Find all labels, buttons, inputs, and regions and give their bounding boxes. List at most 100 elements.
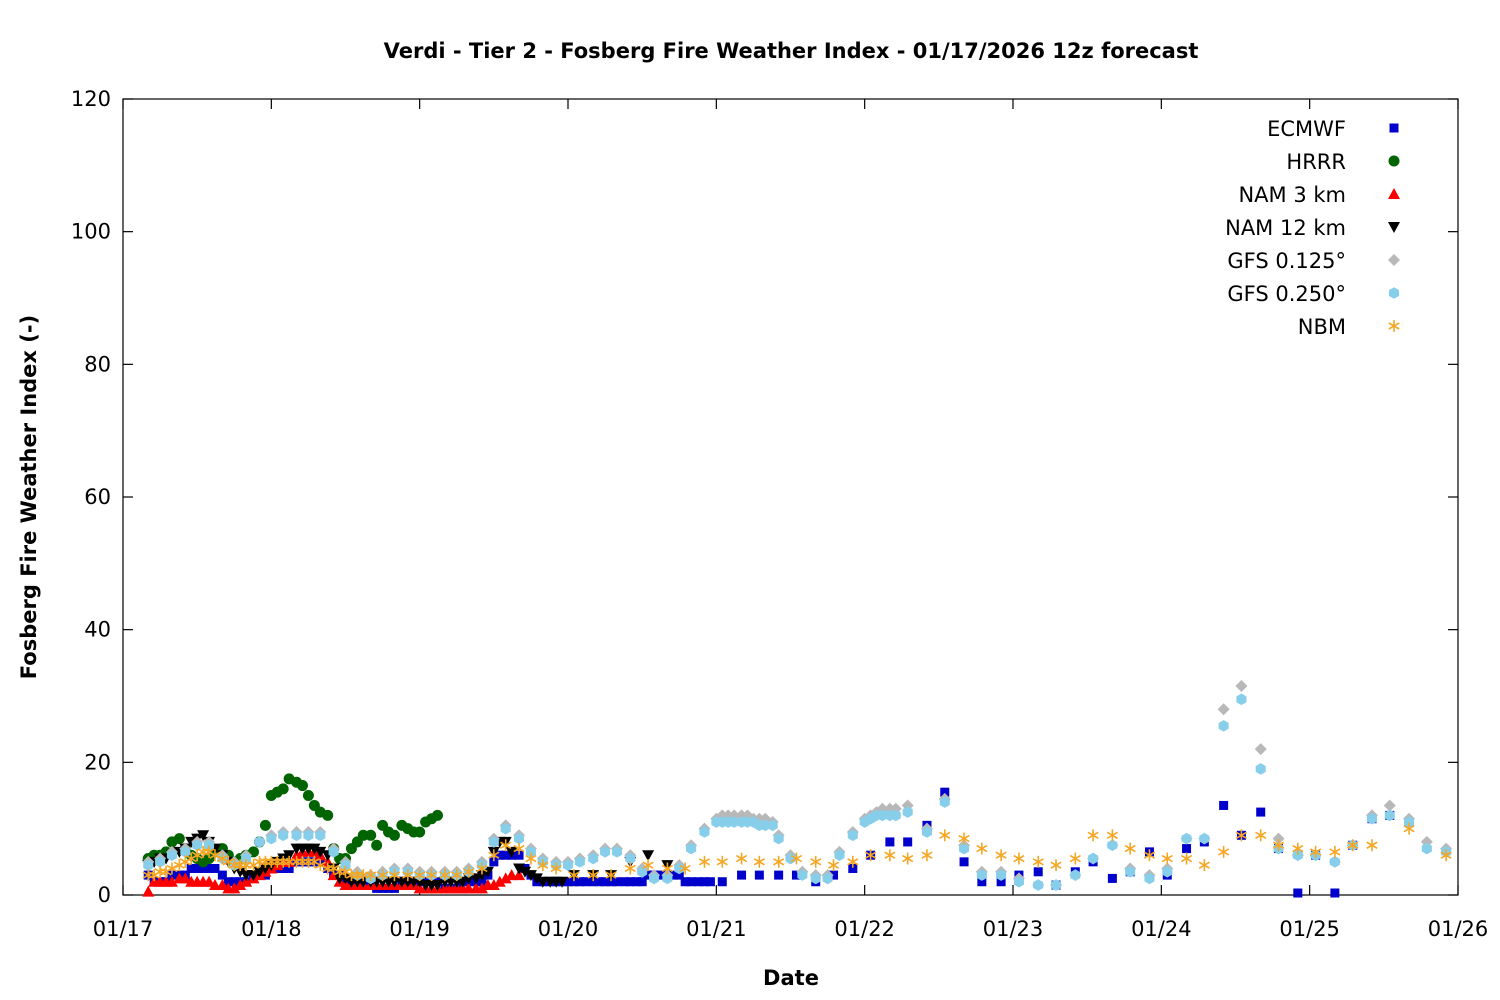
data-point bbox=[303, 829, 314, 842]
data-point bbox=[518, 866, 531, 878]
data-point bbox=[588, 852, 599, 865]
data-point bbox=[810, 872, 821, 885]
data-point bbox=[328, 846, 339, 858]
data-point bbox=[1088, 852, 1099, 865]
data-point bbox=[439, 869, 451, 882]
data-point bbox=[259, 819, 271, 831]
data-point bbox=[284, 863, 294, 873]
data-point bbox=[525, 846, 536, 858]
data-point bbox=[487, 879, 500, 891]
data-point bbox=[1198, 859, 1210, 872]
data-point bbox=[884, 849, 896, 862]
data-point bbox=[699, 826, 710, 838]
data-point bbox=[637, 877, 647, 887]
data-point bbox=[192, 863, 202, 873]
data-point bbox=[513, 869, 526, 881]
data-point bbox=[865, 849, 877, 862]
data-point bbox=[686, 842, 697, 855]
data-point bbox=[315, 829, 326, 842]
data-point bbox=[277, 783, 289, 795]
x-tick-label: 01/24 bbox=[1131, 917, 1192, 941]
data-point bbox=[562, 859, 574, 871]
series-6 bbox=[142, 822, 1452, 882]
data-point bbox=[488, 836, 499, 848]
data-point bbox=[314, 859, 326, 872]
data-point bbox=[451, 869, 463, 882]
data-point bbox=[166, 862, 178, 875]
data-point bbox=[791, 870, 801, 880]
data-point bbox=[605, 869, 617, 882]
data-point bbox=[1162, 865, 1173, 878]
data-point bbox=[717, 877, 727, 887]
data-point bbox=[976, 869, 987, 881]
data-point bbox=[505, 846, 518, 858]
series-5 bbox=[143, 693, 1452, 891]
data-point bbox=[642, 850, 655, 862]
data-point bbox=[995, 849, 1007, 862]
data-point bbox=[291, 829, 302, 842]
data-point bbox=[1033, 867, 1043, 877]
data-point bbox=[587, 869, 599, 882]
legend-label: ECMWF bbox=[1267, 117, 1346, 141]
data-point bbox=[1144, 872, 1155, 885]
data-point bbox=[1384, 809, 1395, 822]
data-point bbox=[1032, 855, 1044, 868]
data-point bbox=[165, 875, 178, 887]
data-point bbox=[680, 877, 690, 887]
data-point bbox=[619, 877, 629, 887]
data-point bbox=[563, 877, 573, 887]
data-point bbox=[705, 877, 715, 887]
data-point bbox=[822, 872, 833, 885]
data-point bbox=[259, 863, 272, 875]
data-point bbox=[575, 877, 585, 887]
data-point bbox=[600, 846, 611, 858]
data-point bbox=[1199, 832, 1210, 845]
data-point bbox=[1218, 845, 1230, 858]
data-point bbox=[637, 865, 648, 878]
data-point bbox=[209, 849, 221, 862]
data-point bbox=[754, 870, 764, 880]
data-point bbox=[1050, 879, 1062, 891]
data-point bbox=[501, 850, 511, 860]
data-point bbox=[940, 787, 950, 797]
y-tick-label: 120 bbox=[71, 87, 111, 111]
data-point bbox=[903, 837, 913, 847]
data-point bbox=[1087, 829, 1099, 842]
data-point bbox=[1366, 812, 1377, 825]
x-tick-label: 01/17 bbox=[93, 917, 154, 941]
data-point bbox=[470, 873, 483, 885]
data-point bbox=[514, 832, 525, 845]
data-point bbox=[296, 780, 308, 792]
data-point bbox=[266, 832, 277, 845]
x-tick-label: 01/23 bbox=[983, 917, 1044, 941]
data-point bbox=[1292, 849, 1303, 861]
data-point bbox=[142, 885, 155, 897]
legend-label: NAM 12 km bbox=[1225, 216, 1346, 240]
data-point bbox=[1255, 829, 1267, 842]
data-point bbox=[1125, 865, 1136, 878]
data-point bbox=[1218, 720, 1229, 732]
data-point bbox=[204, 839, 215, 852]
data-point bbox=[737, 870, 747, 880]
data-point bbox=[810, 855, 822, 868]
legend-label: HRRR bbox=[1286, 150, 1346, 174]
data-point bbox=[1256, 807, 1266, 817]
data-point bbox=[902, 806, 913, 818]
data-point bbox=[204, 863, 214, 873]
data-point bbox=[959, 842, 970, 855]
data-point bbox=[456, 876, 469, 888]
data-point bbox=[431, 809, 443, 821]
data-point bbox=[1330, 888, 1340, 898]
data-point bbox=[1180, 852, 1193, 865]
data-point bbox=[514, 850, 524, 860]
data-point bbox=[550, 862, 562, 875]
data-point bbox=[173, 833, 185, 845]
data-point bbox=[1033, 879, 1044, 891]
data-point bbox=[414, 869, 426, 882]
data-point bbox=[1013, 852, 1025, 865]
data-point bbox=[365, 869, 377, 882]
data-point bbox=[767, 819, 778, 832]
data-point bbox=[278, 829, 289, 842]
data-point bbox=[240, 875, 253, 887]
